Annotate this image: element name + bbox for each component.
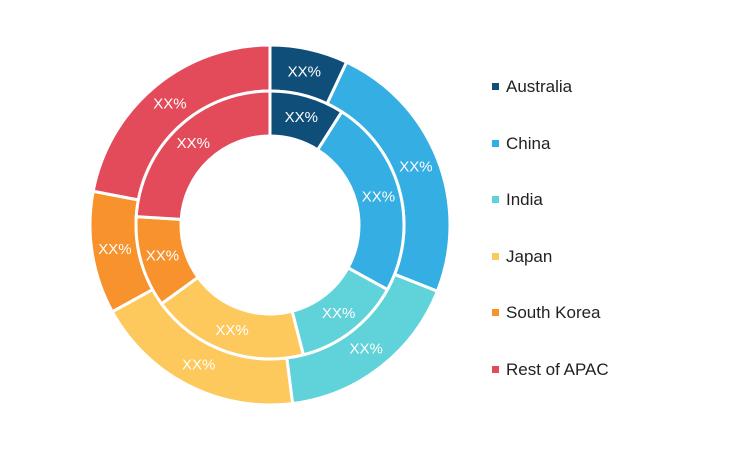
legend-label-china: China [506,133,551,153]
legend-item-china: China [492,129,732,186]
inner-label-australia: XX% [285,109,318,126]
legend-swatch-china [492,139,499,147]
legend-swatch-australia [492,83,499,91]
legend-label-south-korea: South Korea [506,303,601,322]
legend-item-japan: Japan [492,242,732,299]
inner-label-rest-of-apac: XX% [177,135,210,152]
inner-label-japan: XX% [215,322,248,339]
legend-label-rest-of-apac: Rest of APAC [506,359,609,379]
outer-label-india: XX% [350,341,383,358]
inner-label-china: XX% [362,189,395,206]
legend-swatch-rest-of-apac [492,365,499,373]
outer-label-south-korea: XX% [98,241,131,258]
legend-swatch-south-korea [492,309,499,317]
legend-swatch-india [492,196,499,204]
legend-item-australia: Australia [492,72,732,129]
legend-item-rest-of-apac: Rest of APAC [492,355,732,412]
legend-label-india: India [506,190,543,209]
chart-legend: Australia China India Japan South Korea … [492,72,732,411]
slice-labels: XX%XX%XX%XX%XX%XX%XX%XX%XX%XX%XX%XX% [98,63,432,373]
legend-label-australia: Australia [506,77,573,96]
legend-item-india: India [492,185,732,242]
inner-label-india: XX% [322,305,355,322]
outer-label-china: XX% [399,159,432,176]
inner-slice-rest-of-apac [134,89,272,221]
outer-label-australia: XX% [288,63,321,80]
inner-ring [134,89,406,361]
outer-label-rest-of-apac: XX% [153,96,186,113]
legend-item-south-korea: South Korea [492,298,732,355]
legend-label-japan: Japan [506,246,553,266]
outer-label-japan: XX% [182,356,215,373]
legend-swatch-japan [492,252,499,260]
inner-label-south-korea: XX% [146,248,179,265]
